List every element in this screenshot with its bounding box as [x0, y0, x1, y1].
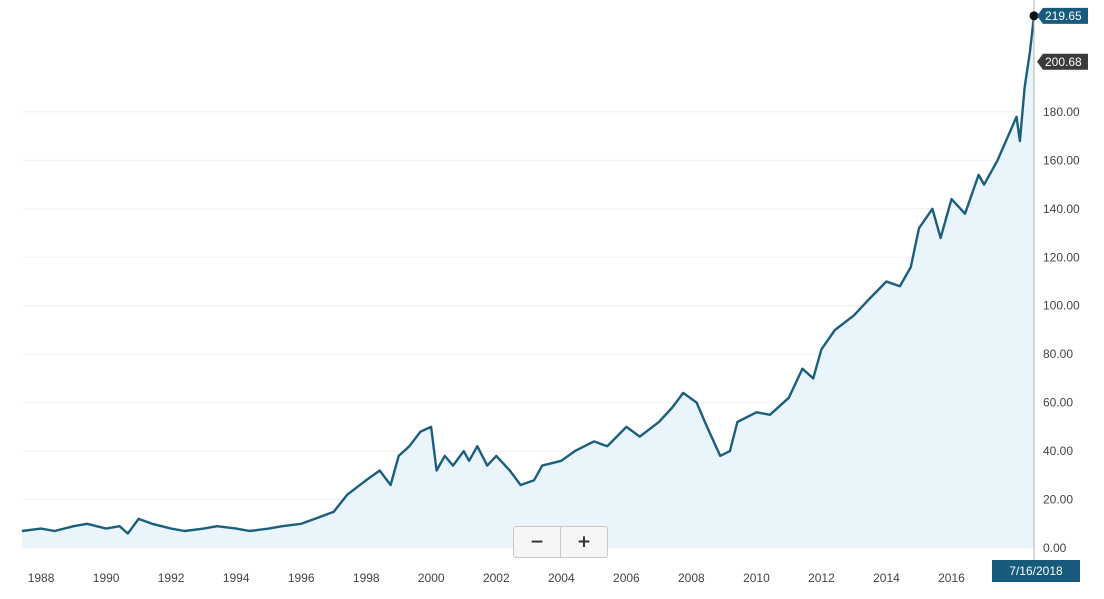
series-line	[21, 15, 1036, 535]
last-point-marker	[1029, 11, 1039, 21]
x-tick-label: 1996	[288, 571, 315, 585]
last-value-flag-bg	[1037, 7, 1088, 24]
x-tick-label: 2006	[613, 571, 640, 585]
x-tick-label: 2000	[418, 571, 445, 585]
y-tick-label: 100.00	[1043, 299, 1080, 313]
reference-value-flag-text: 200.68	[1045, 55, 1082, 69]
zoom-in-button[interactable]: +	[560, 527, 607, 557]
y-tick-label: 120.00	[1043, 250, 1080, 264]
date-flag: 7/16/2018	[992, 560, 1080, 582]
last-value-flag-text: 219.65	[1045, 9, 1082, 23]
x-tick-label: 1998	[353, 571, 380, 585]
date-flag-text: 7/16/2018	[1009, 564, 1063, 578]
x-tick-label: 1994	[223, 571, 250, 585]
y-tick-label: 160.00	[1043, 153, 1080, 167]
y-tick-label: 0.00	[1043, 541, 1067, 555]
date-flag-bg	[992, 560, 1080, 582]
y-tick-label: 20.00	[1043, 493, 1073, 507]
x-tick-label: 2010	[743, 571, 770, 585]
x-tick-label: 1988	[28, 571, 55, 585]
reference-value-flag-bg	[1037, 53, 1088, 70]
reference-value-flag: 200.68	[1037, 53, 1088, 70]
x-tick-label: 2004	[548, 571, 575, 585]
zoom-out-button[interactable]: −	[529, 532, 545, 552]
y-tick-label: 40.00	[1043, 444, 1073, 458]
last-value-flag: 219.65	[1037, 7, 1088, 24]
x-tick-label: 2012	[808, 571, 835, 585]
x-tick-label: 1990	[93, 571, 120, 585]
y-tick-label: 180.00	[1043, 105, 1080, 119]
x-tick-label: 1992	[158, 571, 185, 585]
x-tick-label: 2016	[938, 571, 965, 585]
x-tick-label: 2014	[873, 571, 900, 585]
y-tick-label: 60.00	[1043, 396, 1073, 410]
zoom-controls: − +	[513, 526, 608, 558]
series-area	[22, 15, 1034, 549]
x-tick-label: 2008	[678, 571, 705, 585]
x-tick-label: 2002	[483, 571, 510, 585]
y-tick-label: 80.00	[1043, 347, 1073, 361]
y-tick-label: 140.00	[1043, 202, 1080, 216]
